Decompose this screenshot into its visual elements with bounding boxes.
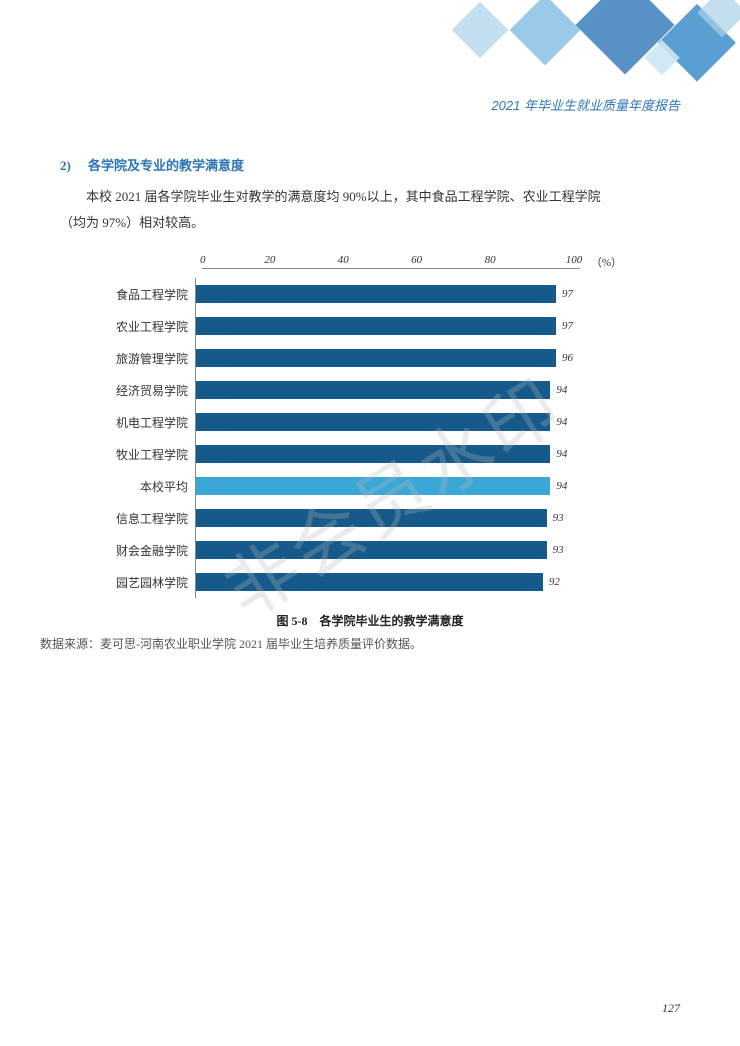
bar-value: 97 <box>562 288 573 300</box>
bar <box>196 285 556 303</box>
bar-row: 园艺园林学院 92 <box>100 566 620 598</box>
bar-label: 机电工程学院 <box>100 414 195 431</box>
paragraph-line-1: 本校 2021 届各学院毕业生对教学的满意度均 90%以上，其中食品工程学院、农… <box>60 184 680 210</box>
bar-track: 93 <box>195 502 573 534</box>
section-number: 2) <box>60 158 88 174</box>
bar-row: 农业工程学院 97 <box>100 310 620 342</box>
bar <box>196 541 547 559</box>
x-axis-ticks: 0 20 40 60 80 100 <box>202 254 580 268</box>
bar-value: 94 <box>556 384 567 396</box>
main-content: 2)各学院及专业的教学满意度 本校 2021 届各学院毕业生对教学的满意度均 9… <box>60 155 680 652</box>
bar-row: 经济贸易学院 94 <box>100 374 620 406</box>
bar-track: 94 <box>195 406 573 438</box>
bar-label: 财会金融学院 <box>100 542 195 559</box>
bar-row: 旅游管理学院 96 <box>100 342 620 374</box>
bar-track: 94 <box>195 374 573 406</box>
bar-row: 信息工程学院 93 <box>100 502 620 534</box>
bar-value: 93 <box>553 544 564 556</box>
satisfaction-bar-chart: 0 20 40 60 80 100 （%） 食品工程学院 97 农业工程学院 97 旅游管理学院 9… <box>100 254 620 598</box>
bar-label: 牧业工程学院 <box>100 446 195 463</box>
bar <box>196 573 543 591</box>
x-tick: 40 <box>338 254 349 268</box>
bars-container: 食品工程学院 97 农业工程学院 97 旅游管理学院 96 经济贸易学院 94 机电工程学院 94… <box>100 278 620 598</box>
x-tick: 60 <box>411 254 422 268</box>
bar <box>196 509 547 527</box>
bar-row: 机电工程学院 94 <box>100 406 620 438</box>
bar <box>196 349 556 367</box>
page-header-title: 2021 年毕业生就业质量年度报告 <box>491 95 680 114</box>
x-axis-unit: （%） <box>591 254 622 270</box>
bar <box>196 477 550 495</box>
bar-label: 本校平均 <box>100 478 195 495</box>
x-tick: 0 <box>200 254 206 268</box>
bar-track: 97 <box>195 278 573 310</box>
x-tick: 80 <box>485 254 496 268</box>
bar-value: 94 <box>556 416 567 428</box>
bar-row: 财会金融学院 93 <box>100 534 620 566</box>
bar-label: 信息工程学院 <box>100 510 195 527</box>
bar <box>196 381 550 399</box>
bar-value: 94 <box>556 480 567 492</box>
x-axis: 0 20 40 60 80 100 （%） <box>100 254 620 274</box>
x-tick: 100 <box>566 254 583 268</box>
section-title: 各学院及专业的教学满意度 <box>88 158 244 173</box>
chart-caption: 图 5-8 各学院毕业生的教学满意度 <box>60 612 680 629</box>
section-heading: 2)各学院及专业的教学满意度 <box>60 155 680 174</box>
bar-row: 本校平均 94 <box>100 470 620 502</box>
bar-track: 94 <box>195 470 573 502</box>
bar <box>196 445 550 463</box>
data-source: 数据来源：麦可思-河南农业职业学院 2021 届毕业生培养质量评价数据。 <box>40 635 680 652</box>
x-axis-line <box>202 268 580 269</box>
bar <box>196 413 550 431</box>
bar-value: 94 <box>556 448 567 460</box>
bar-track: 97 <box>195 310 573 342</box>
bar-label: 旅游管理学院 <box>100 350 195 367</box>
bar-track: 92 <box>195 566 573 598</box>
bar-value: 92 <box>549 576 560 588</box>
header-decoration <box>440 0 740 90</box>
bar-label: 农业工程学院 <box>100 318 195 335</box>
bar-row: 食品工程学院 97 <box>100 278 620 310</box>
bar-value: 96 <box>562 352 573 364</box>
bar-label: 经济贸易学院 <box>100 382 195 399</box>
bar-value: 93 <box>553 512 564 524</box>
caption-text: 各学院毕业生的教学满意度 <box>319 614 463 628</box>
bar <box>196 317 556 335</box>
x-tick: 20 <box>264 254 275 268</box>
bar-track: 94 <box>195 438 573 470</box>
bar-track: 96 <box>195 342 573 374</box>
bar-row: 牧业工程学院 94 <box>100 438 620 470</box>
paragraph-line-2: （均为 97%）相对较高。 <box>60 210 680 236</box>
bar-label: 园艺园林学院 <box>100 574 195 591</box>
page-number: 127 <box>662 1001 680 1016</box>
caption-prefix: 图 5-8 <box>276 614 307 628</box>
bar-track: 93 <box>195 534 573 566</box>
bar-label: 食品工程学院 <box>100 286 195 303</box>
bar-value: 97 <box>562 320 573 332</box>
